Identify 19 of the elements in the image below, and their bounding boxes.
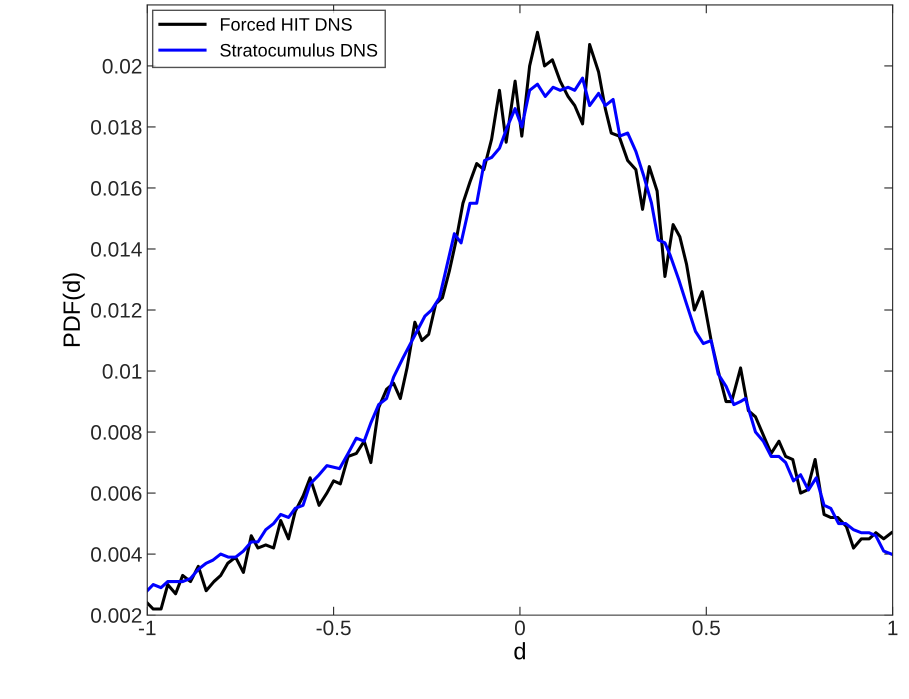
y-tick-label: 0.014	[91, 242, 142, 257]
legend-label: Forced HIT DNS	[220, 18, 352, 31]
x-tick-label: 1	[888, 620, 898, 636]
y-tick-label: 0.006	[91, 486, 142, 501]
x-tick-label: 0.5	[692, 620, 720, 636]
y-tick-label: 0.02	[102, 58, 142, 74]
y-tick-label: 0.01	[102, 364, 142, 379]
x-tick-label: -0.5	[316, 620, 351, 636]
x-axis-title: d	[514, 642, 525, 660]
y-axis-title: PDF(d)	[62, 273, 85, 346]
y-tick-label: 0.002	[91, 608, 142, 623]
y-tick-label: 0.012	[91, 303, 142, 318]
x-tick-label: 0	[514, 620, 525, 636]
legend-label: Stratocumulus DNS	[220, 43, 378, 57]
x-tick-label: -1	[138, 620, 156, 636]
y-tick-label: 0.016	[91, 180, 142, 196]
y-tick-label: 0.004	[91, 547, 142, 562]
y-tick-label: 0.008	[91, 425, 142, 440]
y-tick-label: 0.018	[91, 120, 142, 135]
